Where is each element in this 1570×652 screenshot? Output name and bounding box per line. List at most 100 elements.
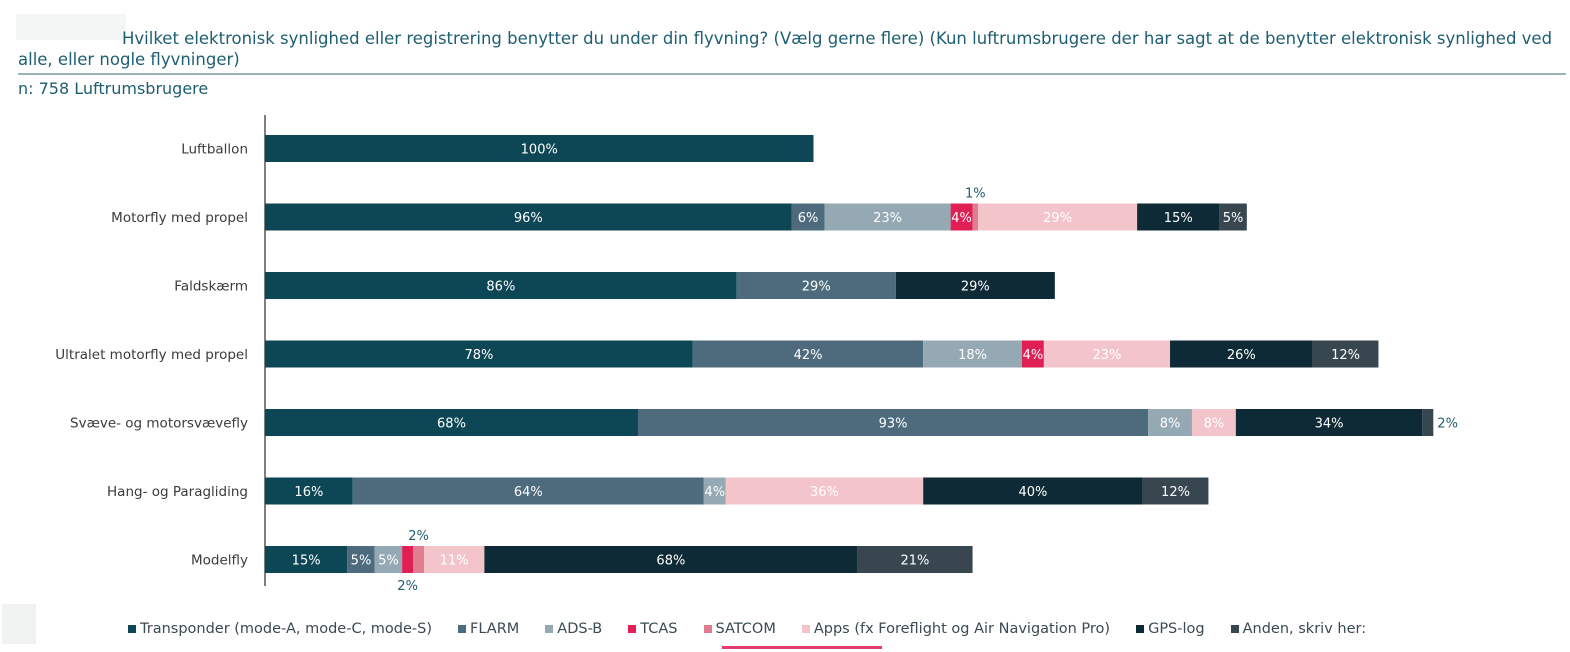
data-label-transponder-svæve-og-motorsvævefly: 68% [437,417,466,432]
legend-swatch-satcom [703,625,712,633]
bar-segment-transponder-motorfly-med-propel [265,203,792,231]
category-label-luftballon: Luftballon [181,142,248,158]
bar-segment-anden-hang-og-paragliding [1142,477,1209,505]
data-label-adsb-svæve-og-motorsvævefly: 8% [1160,417,1181,432]
chart-title-text: Hvilket elektronisk synlighed eller regi… [18,29,1553,69]
data-label-gpslog-modelfly: 68% [656,554,685,569]
bar-segment-gpslog-faldskærm [895,272,1055,299]
bar-segment-transponder-faldskærm [265,272,737,299]
legend-swatch-transponder [128,625,136,633]
chart-title: Hvilket elektronisk synlighed eller regi… [18,28,1558,70]
data-label-transponder-motorfly-med-propel: 96% [514,211,543,226]
category-label-motorfly-med-propel: Motorfly med propel [111,210,248,226]
bar-segment-adsb-ultralet-motorfly-med-propel [923,340,1022,368]
legend-item-apps: Apps (fx Foreflight og Air Navigation Pr… [801,621,1110,637]
data-label-transponder-hang-og-paragliding: 16% [294,485,323,500]
data-label-anden-svæve-og-motorsvævefly: 2% [1437,417,1458,432]
bar-segment-apps-svæve-og-motorsvævefly [1191,409,1236,436]
data-label-flarm-faldskærm: 29% [802,280,831,295]
legend-item-satcom: SATCOM [703,621,776,637]
data-label-tcas-modelfly: 2% [397,579,418,594]
data-label-apps-hang-og-paragliding: 36% [810,485,839,500]
bar-segment-anden-svæve-og-motorsvævefly [1422,409,1434,436]
bar-segment-flarm-ultralet-motorfly-med-propel [692,340,924,368]
data-label-flarm-ultralet-motorfly-med-propel: 42% [794,348,823,363]
data-label-transponder-ultralet-motorfly-med-propel: 78% [464,348,493,363]
data-label-satcom-modelfly: 2% [408,529,429,544]
bar-segment-transponder-luftballon [265,135,814,162]
bar-segment-tcas-ultralet-motorfly-med-propel [1021,340,1044,368]
bar-segment-apps-motorfly-med-propel [978,203,1138,231]
bar-segment-transponder-svæve-og-motorsvævefly [265,409,638,436]
legend-item-anden: Anden, skriv her: [1230,621,1366,637]
bar-segment-gpslog-hang-og-paragliding [923,477,1143,505]
data-label-gpslog-svæve-og-motorsvævefly: 34% [1315,417,1344,432]
bar-segment-anden-ultralet-motorfly-med-propel [1312,340,1379,368]
bar-segment-gpslog-motorfly-med-propel [1137,203,1220,231]
legend-label-flarm: FLARM [470,621,520,637]
bar-segment-flarm-hang-og-paragliding [352,477,704,505]
data-label-adsb-modelfly: 5% [378,554,399,569]
data-label-gpslog-motorfly-med-propel: 15% [1164,211,1193,226]
bar-segment-adsb-modelfly [374,546,403,573]
data-label-transponder-modelfly: 15% [292,554,321,569]
data-label-apps-motorfly-med-propel: 29% [1043,211,1072,226]
bar-segment-anden-motorfly-med-propel [1219,203,1247,231]
bar-segment-flarm-svæve-og-motorsvævefly [637,409,1149,436]
data-label-gpslog-ultralet-motorfly-med-propel: 26% [1227,348,1256,363]
bar-segment-anden-modelfly [857,546,973,573]
data-label-flarm-modelfly: 5% [351,554,372,569]
data-label-gpslog-faldskærm: 29% [961,280,990,295]
data-label-anden-modelfly: 21% [901,554,930,569]
data-label-anden-motorfly-med-propel: 5% [1223,211,1244,226]
data-label-satcom-motorfly-med-propel: 1% [965,187,986,202]
category-label-faldskærm: Faldskærm [174,279,248,295]
legend-label-transponder: Transponder (mode-A, mode-C, mode-S) [140,621,433,637]
data-label-flarm-svæve-og-motorsvævefly: 93% [879,417,908,432]
legend-label-tcas: TCAS [640,621,678,637]
bar-segment-transponder-hang-og-paragliding [265,477,353,505]
category-label-ultralet-motorfly-med-propel: Ultralet motorfly med propel [55,347,248,363]
data-label-adsb-motorfly-med-propel: 23% [873,211,902,226]
data-label-adsb-ultralet-motorfly-med-propel: 18% [958,348,987,363]
data-label-apps-modelfly: 11% [440,554,469,569]
data-label-anden-hang-og-paragliding: 12% [1161,485,1190,500]
legend-item-adsb: ADS-B [545,621,602,637]
data-label-anden-ultralet-motorfly-med-propel: 12% [1331,348,1360,363]
legend-label-gpslog: GPS-log [1148,621,1205,637]
legend-item-tcas: TCAS [628,621,678,637]
legend-swatch-tcas [628,625,637,633]
bar-segment-adsb-motorfly-med-propel [824,203,951,231]
bar-segment-gpslog-modelfly [484,546,858,573]
bar-segment-apps-modelfly [424,546,485,573]
category-label-modelfly: Modelfly [191,553,248,569]
chart-legend: Transponder (mode-A, mode-C, mode-S) FLAR… [128,618,1392,640]
legend-item-gpslog: GPS-log [1136,621,1205,637]
legend-swatch-apps [801,625,810,633]
category-label-svæve-og-motorsvævefly: Svæve- og motorsvævefly [70,416,248,432]
data-label-transponder-luftballon: 100% [521,143,558,158]
data-label-gpslog-hang-og-paragliding: 40% [1018,485,1047,500]
bar-segment-flarm-motorfly-med-propel [791,203,825,231]
legend-item-flarm: FLARM [458,621,519,637]
bar-segment-satcom-motorfly-med-propel [972,203,979,231]
bar-segment-adsb-svæve-og-motorsvævefly [1148,409,1192,436]
bar-segment-transponder-ultralet-motorfly-med-propel [265,340,693,368]
corner-placeholder [2,604,36,644]
bar-segment-adsb-hang-og-paragliding [703,477,726,505]
legend-swatch-anden [1230,625,1239,633]
data-label-tcas-motorfly-med-propel: 4% [951,211,972,226]
data-label-flarm-motorfly-med-propel: 6% [798,211,819,226]
header-placeholder [16,14,126,40]
legend-label-satcom: SATCOM [715,621,776,637]
data-label-transponder-faldskærm: 86% [486,280,515,295]
legend-swatch-adsb [545,625,554,633]
data-label-tcas-ultralet-motorfly-med-propel: 4% [1023,348,1044,363]
bar-segment-tcas-motorfly-med-propel [950,203,973,231]
bar-segment-gpslog-svæve-og-motorsvævefly [1235,409,1423,436]
bar-segment-transponder-modelfly [265,546,348,573]
title-divider [18,73,1566,75]
legend-swatch-flarm [458,625,467,633]
data-label-adsb-hang-og-paragliding: 4% [704,485,725,500]
